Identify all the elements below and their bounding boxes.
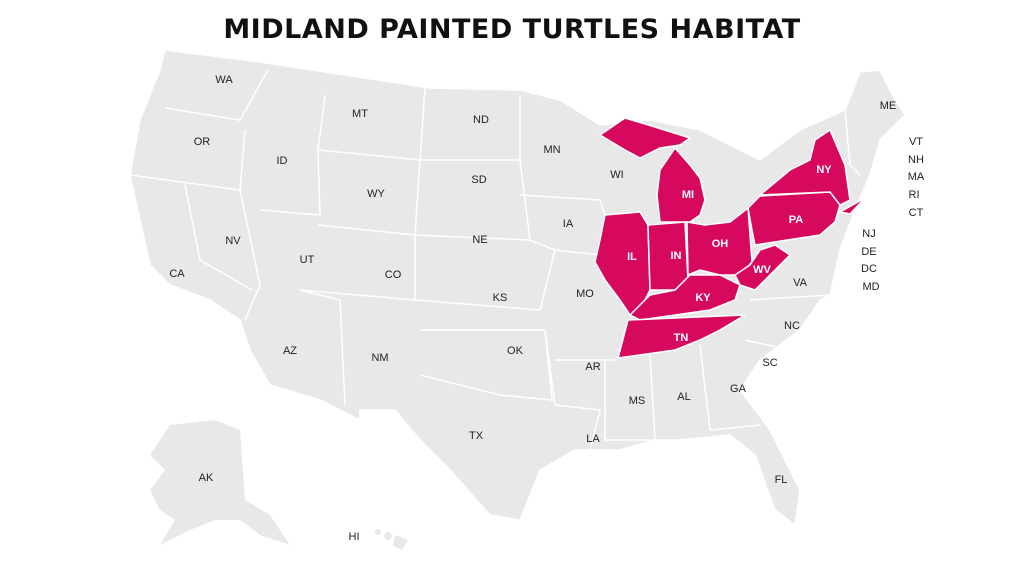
contiguous-us-land bbox=[129, 49, 906, 527]
state-shape-ky bbox=[628, 274, 741, 321]
state-borders bbox=[129, 69, 861, 451]
state-shape-in bbox=[647, 221, 689, 291]
state-label-nv: NV bbox=[225, 235, 241, 247]
state-label-wi: WI bbox=[610, 169, 623, 181]
state-label-fl: FL bbox=[775, 474, 788, 486]
habitat-states bbox=[594, 117, 866, 359]
map-title: MIDLAND PAINTED TURTLES HABITAT bbox=[223, 14, 801, 45]
state-label-tn: TN bbox=[674, 332, 689, 344]
state-label-ne: NE bbox=[472, 234, 487, 246]
state-label-oh: OH bbox=[712, 238, 729, 250]
state-shape-ny bbox=[837, 197, 866, 215]
state-label-co: CO bbox=[385, 269, 402, 281]
state-label-ri: RI bbox=[909, 189, 920, 201]
state-label-wa: WA bbox=[215, 74, 233, 86]
state-label-nj: NJ bbox=[862, 228, 875, 240]
state-label-or: OR bbox=[194, 136, 211, 148]
state-label-ma: MA bbox=[908, 171, 925, 183]
state-label-me: ME bbox=[880, 100, 897, 112]
state-label-ia: IA bbox=[563, 218, 574, 230]
state-label-mt: MT bbox=[352, 108, 368, 120]
state-label-il: IL bbox=[627, 251, 637, 263]
state-label-az: AZ bbox=[283, 345, 297, 357]
state-label-wy: WY bbox=[367, 188, 385, 200]
state-label-ak: AK bbox=[199, 472, 214, 484]
alaska-land bbox=[150, 420, 290, 545]
state-label-sd: SD bbox=[471, 174, 486, 186]
state-label-nh: NH bbox=[908, 154, 924, 166]
state-labels: WA OR ID MT ND MN WI MI NY ME VT NH MA RI CT NJ DE DC MD SD… bbox=[169, 74, 925, 543]
state-shape-mi bbox=[656, 146, 706, 223]
state-label-ms: MS bbox=[629, 395, 646, 407]
state-label-va: VA bbox=[793, 277, 808, 289]
state-label-nd: ND bbox=[473, 114, 489, 126]
state-label-wv: WV bbox=[753, 264, 771, 276]
state-label-nm: NM bbox=[371, 352, 388, 364]
state-label-al: AL bbox=[677, 391, 690, 403]
state-shape-ny bbox=[757, 128, 851, 206]
state-label-mn: MN bbox=[543, 144, 560, 156]
hawaii-land bbox=[375, 529, 408, 550]
state-label-ar: AR bbox=[585, 361, 600, 373]
state-label-ks: KS bbox=[493, 292, 508, 304]
state-label-hi: HI bbox=[349, 531, 360, 543]
state-label-nc: NC bbox=[784, 320, 800, 332]
state-label-ga: GA bbox=[730, 383, 747, 395]
state-label-ok: OK bbox=[507, 345, 524, 357]
state-label-mi: MI bbox=[682, 189, 694, 201]
state-label-ct: CT bbox=[909, 207, 924, 219]
state-label-dc: DC bbox=[861, 263, 877, 275]
state-label-ut: UT bbox=[300, 254, 315, 266]
state-label-tx: TX bbox=[469, 430, 484, 442]
state-label-pa: PA bbox=[789, 214, 804, 226]
state-label-la: LA bbox=[586, 433, 600, 445]
state-label-ky: KY bbox=[695, 292, 711, 304]
state-label-id: ID bbox=[277, 155, 288, 167]
state-label-sc: SC bbox=[762, 357, 777, 369]
state-shape-mi bbox=[598, 117, 692, 159]
state-label-mo: MO bbox=[576, 288, 594, 300]
state-shape-tn bbox=[616, 314, 746, 359]
state-label-de: DE bbox=[861, 246, 876, 258]
state-label-ca: CA bbox=[169, 268, 185, 280]
state-label-ny: NY bbox=[816, 164, 832, 176]
state-label-vt: VT bbox=[909, 136, 923, 148]
state-label-md: MD bbox=[862, 281, 879, 293]
state-shape-wv bbox=[734, 244, 792, 291]
state-label-in: IN bbox=[671, 250, 682, 262]
